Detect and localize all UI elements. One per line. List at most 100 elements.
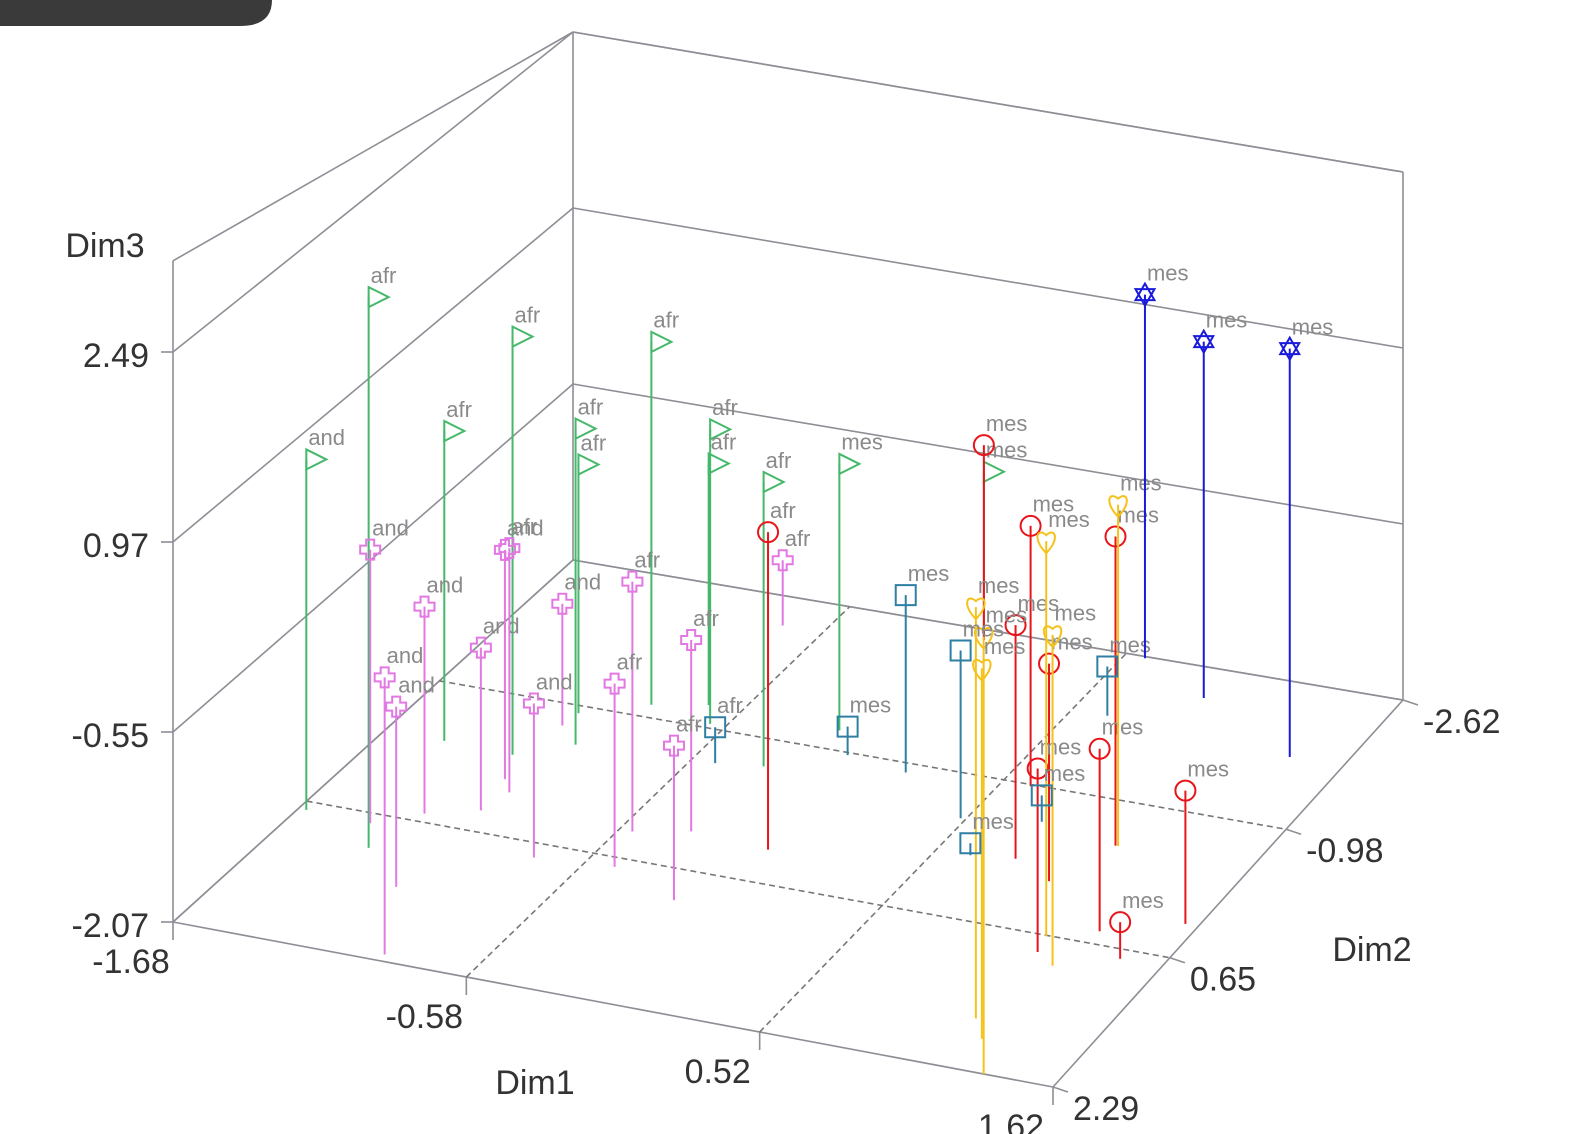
point-label: mes <box>1048 507 1090 532</box>
point-marker <box>305 447 329 472</box>
point-label: mes <box>1147 260 1189 285</box>
point-label: afr <box>712 395 738 420</box>
point-marker <box>966 597 986 621</box>
point-label: afr <box>617 649 643 674</box>
point-label: and <box>483 613 520 638</box>
point-label: mes <box>1044 761 1086 786</box>
point-marker <box>621 570 644 593</box>
point-marker <box>838 452 862 476</box>
point-label: mes <box>963 616 1005 641</box>
z-tick-label: 0.97 <box>83 527 149 565</box>
point-label: mes <box>1292 314 1334 339</box>
point-marker <box>1174 779 1197 802</box>
axes-frame: -2.07 -0.55 0.97 2.49 -1.68 -0.58 0.52 1.62 -2.6… <box>72 31 1501 1134</box>
point-label: mes <box>986 602 1028 627</box>
y-tick-label: 2.29 <box>1073 1090 1139 1128</box>
y-axis-title: Dim2 <box>1332 931 1411 969</box>
grid-line <box>572 207 1404 349</box>
point-label: and <box>308 425 345 450</box>
point-label: mes <box>1187 756 1229 781</box>
tick-mark <box>1052 1086 1069 1093</box>
grid-line <box>759 652 1127 1033</box>
point-marker <box>574 417 598 441</box>
point-label: mes <box>1118 502 1160 527</box>
point-marker <box>1108 495 1128 519</box>
point-label: mes <box>1206 307 1248 332</box>
point-marker <box>522 692 545 715</box>
axis-line <box>172 31 574 262</box>
grid-line <box>439 680 1287 831</box>
point-label: mes <box>1055 601 1097 626</box>
x-tick-label: -0.58 <box>386 998 464 1036</box>
x-axis-title: Dim1 <box>495 1064 574 1102</box>
point-label: afr <box>578 394 604 419</box>
grid-line <box>572 31 1404 173</box>
point-marker <box>650 330 674 354</box>
point-marker <box>1004 614 1027 637</box>
grid-line <box>306 800 1171 959</box>
y-tick-label: -0.98 <box>1306 832 1384 870</box>
point-marker <box>1088 737 1111 760</box>
point-marker <box>551 592 574 615</box>
point-label: mes <box>986 411 1028 436</box>
point-label: afr <box>717 693 743 718</box>
point-marker <box>498 537 521 560</box>
point-marker <box>1019 514 1042 537</box>
point-label: mes <box>1102 715 1144 740</box>
point-marker <box>1133 281 1157 308</box>
point-marker <box>972 434 995 457</box>
point-marker <box>1036 531 1056 555</box>
point-label: mes <box>908 561 950 586</box>
grid-line <box>172 207 574 543</box>
point-label: and <box>564 570 601 595</box>
point-label: and <box>426 572 463 597</box>
point-marker <box>707 451 731 476</box>
point-label: afr <box>515 302 541 327</box>
axis-line <box>1052 699 1404 1088</box>
grid-line <box>465 606 851 978</box>
point-label: and <box>398 672 435 697</box>
grid-line <box>572 559 1404 701</box>
point-marker <box>1109 911 1132 934</box>
point-marker <box>662 734 685 757</box>
point-marker <box>836 715 859 738</box>
point-marker <box>894 584 917 607</box>
tick-mark <box>1285 828 1302 836</box>
x-tick-label: 1.62 <box>978 1108 1044 1134</box>
point-label: mes <box>1033 492 1075 517</box>
tick-mark <box>1402 699 1419 706</box>
point-label: and <box>536 669 573 694</box>
point-label: and <box>507 516 544 541</box>
point-label: mes <box>1018 591 1060 616</box>
point-marker <box>680 629 703 652</box>
point-marker <box>469 636 492 659</box>
point-label: afr <box>693 606 719 631</box>
point-marker <box>1026 757 1049 780</box>
point-marker <box>1096 655 1119 678</box>
point-label: mes <box>841 430 883 455</box>
z-tick-label: 2.49 <box>83 337 149 375</box>
point-label: afr <box>676 711 702 736</box>
point-marker <box>771 549 794 572</box>
point-label: and <box>372 515 409 540</box>
point-label: afr <box>634 547 660 572</box>
tick-mark <box>1169 956 1186 964</box>
point-marker <box>373 666 396 689</box>
point-marker <box>709 417 733 441</box>
point-label: afr <box>511 514 537 539</box>
z-tick-label: -0.55 <box>72 717 150 755</box>
point-marker <box>359 538 382 561</box>
point-marker <box>1038 652 1061 675</box>
point-marker <box>511 325 535 349</box>
point-label: afr <box>653 308 679 333</box>
point-marker <box>1042 625 1063 649</box>
point-label: afr <box>580 430 606 455</box>
y-tick-label: 0.65 <box>1190 961 1256 999</box>
point-marker <box>1030 784 1053 807</box>
point-label: and <box>387 643 424 668</box>
point-marker <box>982 460 1007 484</box>
point-marker <box>959 832 982 855</box>
point-marker <box>385 695 408 718</box>
